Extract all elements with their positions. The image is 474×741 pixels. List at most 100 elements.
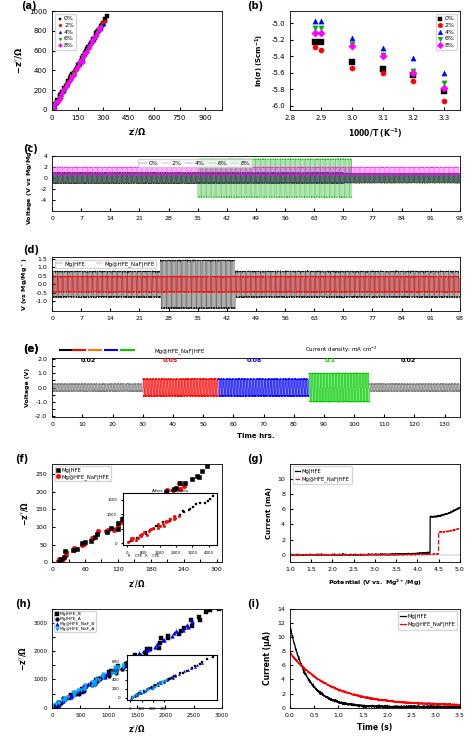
Mg|HFE_B — [105, 666, 112, 678]
Mg@HFE_NaF|HFE — [125, 510, 133, 522]
Mg@HFE_NaF|HFE — [423, 271, 428, 280]
6% — [49, 169, 55, 178]
8% — [70, 67, 78, 79]
Mg@HFE_NaF|HFE — [291, 288, 296, 296]
2% — [73, 62, 81, 73]
Mg|HFE — [157, 493, 165, 505]
4% — [92, 30, 100, 41]
8% — [72, 64, 80, 76]
6% — [75, 58, 82, 70]
Y-axis label: Current (mA): Current (mA) — [266, 487, 272, 539]
0% — [105, 179, 111, 187]
2% — [56, 93, 64, 105]
X-axis label: $\mathbf{Potential\ (V\ vs.\ Mg^{2+}/Mg)}$: $\mathbf{Potential\ (V\ vs.\ Mg^{2+}/Mg)… — [328, 578, 422, 588]
Mg|HFE — [420, 702, 426, 711]
2% — [64, 79, 71, 90]
Mg@HFE_NaF|HFE — [457, 524, 463, 533]
Mg|HFE — [78, 537, 86, 549]
6% — [64, 78, 72, 90]
X-axis label: $\mathbf{z'/\Omega}$: $\mathbf{z'/\Omega}$ — [128, 126, 146, 137]
Legend: Mg|HFE, Mg@HFE_NaF|HFE: Mg|HFE, Mg@HFE_NaF|HFE — [55, 260, 156, 268]
2% — [99, 16, 107, 28]
Mg|HFE — [87, 536, 95, 548]
Mg@HFE_NaF_A — [111, 667, 118, 679]
8% — [52, 102, 59, 114]
Mg|HFE_A — [81, 682, 88, 694]
Mg@HFE_NaF_B — [68, 689, 76, 701]
8% — [94, 21, 102, 33]
Mg@HFE_NaF_B — [59, 695, 67, 707]
8% — [77, 55, 84, 67]
Mg@HFE_NaF|HFE — [92, 272, 98, 281]
2% — [72, 64, 80, 76]
Mg|HFE — [287, 622, 293, 631]
2% — [78, 53, 86, 65]
Mg|HFE_A — [105, 668, 113, 679]
X-axis label: Time hrs.: Time hrs. — [237, 433, 275, 439]
Mg@HFE_NaF_A — [70, 688, 77, 700]
Mg@HFE_NaF|HFE — [59, 553, 67, 565]
2% — [105, 179, 111, 187]
6% — [92, 28, 100, 40]
6% — [309, 193, 314, 202]
2% — [347, 169, 353, 178]
2% — [188, 179, 194, 188]
Mg|HFE — [114, 522, 121, 534]
Mg@HFE_NaF|HFE — [423, 700, 428, 708]
6% — [410, 65, 417, 77]
Mg|HFE_B — [73, 688, 81, 700]
6% — [82, 46, 90, 58]
Mg@HFE_NaF_B — [161, 634, 168, 645]
Line: Mg|HFE: Mg|HFE — [290, 627, 460, 708]
Mg@HFE_NaF|HFE — [94, 525, 102, 537]
Mg|HFE_B — [156, 637, 164, 649]
2% — [61, 82, 69, 94]
2% — [61, 82, 68, 93]
6% — [60, 170, 65, 179]
Line: 8%: 8% — [52, 167, 460, 176]
4% — [97, 21, 104, 33]
Mg@HFE_NaF|HFE — [60, 273, 65, 282]
Mg@HFE_NaF_B — [183, 619, 191, 631]
Mg|HFE — [155, 494, 163, 505]
Mg@HFE_NaF_A — [52, 698, 60, 710]
Mg@HFE_NaF_B — [101, 671, 109, 683]
4% — [67, 73, 74, 84]
8% — [440, 82, 448, 93]
4% — [291, 169, 296, 178]
8% — [64, 78, 72, 90]
Mg|HFE_A — [53, 701, 60, 713]
4% — [379, 42, 386, 54]
2% — [98, 17, 105, 29]
Mg@HFE_NaF_B — [111, 665, 118, 677]
4% — [59, 86, 66, 98]
Mg@HFE_NaF_A — [91, 679, 99, 691]
6% — [80, 52, 88, 64]
0% — [78, 52, 85, 64]
6% — [62, 79, 70, 91]
0% — [64, 76, 72, 87]
Mg|HFE_B — [157, 632, 165, 644]
Mg|HFE — [161, 305, 166, 313]
2% — [49, 168, 55, 177]
Mg@HFE_NaF|HFE — [314, 551, 319, 560]
Mg|HFE_B — [143, 643, 151, 655]
Legend: 0%, 2%, 4%, 6%, 8%: 0%, 2%, 4%, 6%, 8% — [138, 159, 252, 167]
Mg@HFE_NaF|HFE — [287, 551, 293, 559]
0% — [80, 50, 87, 62]
2% — [348, 62, 356, 74]
Mg@HFE_NaF|HFE — [356, 691, 362, 700]
Mg@HFE_NaF|HFE — [102, 525, 109, 536]
8% — [303, 162, 309, 171]
0% — [56, 92, 64, 104]
Mg@HFE_NaF_A — [81, 682, 89, 694]
4% — [65, 76, 73, 88]
4% — [82, 45, 89, 57]
0% — [92, 168, 98, 177]
Mg@HFE_NaF|HFE — [81, 538, 88, 550]
Mg@HFE_NaF|HFE — [119, 513, 127, 525]
Mg|HFE_B — [79, 683, 86, 695]
4% — [83, 44, 91, 56]
Mg@HFE_NaF_B — [51, 701, 58, 713]
Mg|HFE — [423, 548, 428, 557]
